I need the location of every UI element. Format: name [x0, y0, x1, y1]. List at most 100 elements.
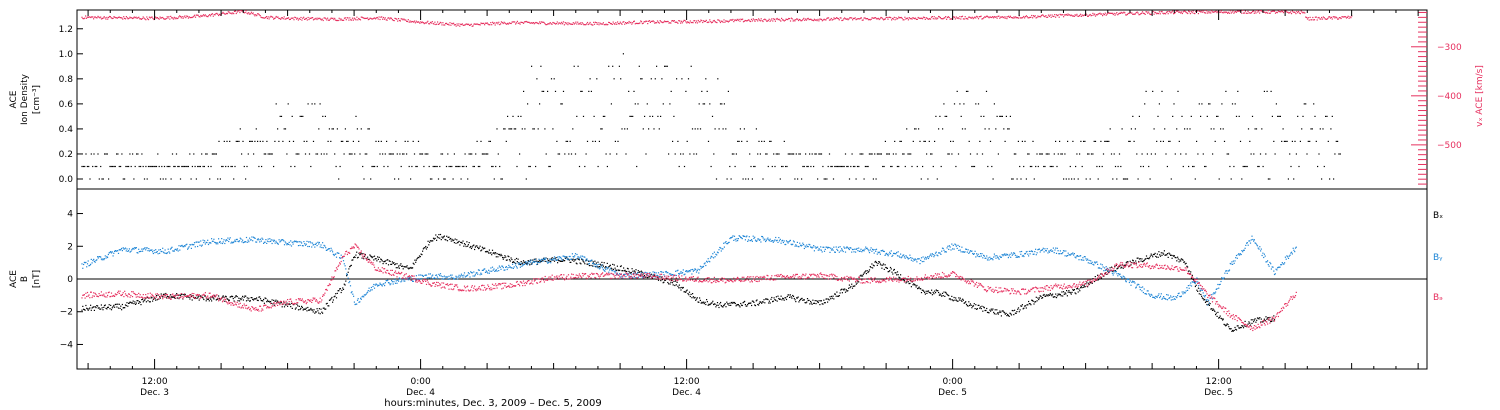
by-point: [730, 237, 732, 239]
bx-point: [695, 298, 698, 300]
velocity-point: [1055, 14, 1058, 16]
velocity-point: [92, 16, 94, 18]
bx-point: [437, 237, 439, 239]
by-point: [415, 275, 417, 277]
bx-point: [1141, 258, 1143, 260]
bx-point: [385, 262, 387, 265]
density-point: [1063, 178, 1065, 180]
by-point: [837, 249, 839, 252]
bx-point: [574, 259, 576, 261]
by-point: [641, 276, 643, 278]
velocity-point: [1000, 16, 1002, 18]
bx-point: [363, 258, 365, 260]
by-point: [384, 285, 386, 287]
velocity-point: [1105, 14, 1107, 16]
bx-point: [519, 264, 521, 266]
density-point: [441, 153, 444, 155]
velocity-point: [722, 21, 724, 23]
velocity-point: [414, 22, 416, 24]
bx-point: [225, 296, 227, 298]
by-point: [582, 259, 584, 261]
by-point: [107, 253, 109, 256]
by-point: [541, 258, 543, 260]
bx-point: [776, 300, 778, 302]
by-point: [766, 238, 768, 240]
by-point: [808, 243, 810, 245]
velocity-point: [750, 18, 753, 20]
density-point: [936, 178, 938, 180]
density-point: [235, 140, 237, 142]
velocity-point: [273, 17, 275, 20]
density-point: [644, 115, 646, 117]
by-point: [616, 272, 618, 274]
velocity-point: [459, 25, 461, 27]
density-point: [134, 165, 136, 168]
by-point: [277, 243, 279, 245]
bx-point: [1115, 264, 1117, 266]
velocity-point: [1324, 18, 1326, 20]
density-point: [203, 165, 205, 168]
bx-point: [593, 263, 595, 265]
by-point: [328, 248, 331, 250]
velocity-point: [773, 18, 776, 21]
bx-point: [398, 265, 400, 267]
velocity-point: [989, 16, 991, 18]
bx-point: [1124, 264, 1126, 266]
velocity-point: [508, 22, 510, 24]
bx-point: [103, 305, 106, 307]
velocity-point: [860, 17, 862, 19]
density-point: [138, 165, 140, 168]
bx-point: [806, 298, 809, 300]
density-point: [1156, 140, 1158, 142]
bx-point: [1209, 303, 1211, 305]
density-point: [763, 140, 765, 142]
bx-point: [467, 244, 469, 246]
density-point: [807, 165, 809, 168]
velocity-point: [669, 22, 671, 24]
bx-point: [1053, 296, 1055, 298]
bx-point: [290, 302, 293, 304]
velocity-point: [682, 20, 684, 23]
density-point: [1305, 103, 1307, 105]
by-point: [360, 298, 362, 300]
bx-point: [146, 297, 148, 299]
bx-point: [276, 301, 278, 303]
velocity-point: [655, 22, 657, 24]
velocity-point: [1260, 10, 1262, 12]
density-point: [1291, 140, 1293, 142]
bx-point: [1192, 278, 1194, 280]
density-point: [82, 165, 84, 168]
by-point: [251, 236, 253, 238]
by-point: [113, 252, 115, 254]
density-point: [182, 165, 184, 168]
bx-point: [918, 286, 920, 288]
by-point: [804, 245, 806, 247]
velocity-point: [1208, 12, 1210, 14]
velocity-point: [659, 20, 661, 22]
by-point: [568, 255, 570, 258]
bx-point: [360, 252, 362, 254]
bx-point: [1240, 327, 1242, 329]
velocity-point: [651, 20, 653, 23]
density-point: [1309, 140, 1311, 142]
by-point: [689, 270, 691, 272]
bx-point: [1085, 283, 1087, 285]
bx-point: [900, 279, 902, 281]
by-point: [765, 240, 767, 243]
density-point: [359, 153, 361, 155]
bx-point: [378, 256, 380, 258]
velocity-point: [891, 17, 894, 20]
by-point: [325, 247, 327, 249]
bx-point: [942, 295, 944, 297]
velocity-point: [226, 12, 228, 14]
velocity-point: [503, 21, 505, 23]
velocity-point: [585, 24, 587, 26]
velocity-point: [1305, 16, 1307, 18]
density-point: [151, 165, 154, 168]
bx-point: [176, 297, 179, 299]
bx-point: [984, 309, 986, 312]
bx-point: [513, 261, 515, 263]
velocity-point: [1268, 12, 1270, 14]
bx-point: [990, 310, 992, 312]
by-point: [448, 275, 450, 277]
